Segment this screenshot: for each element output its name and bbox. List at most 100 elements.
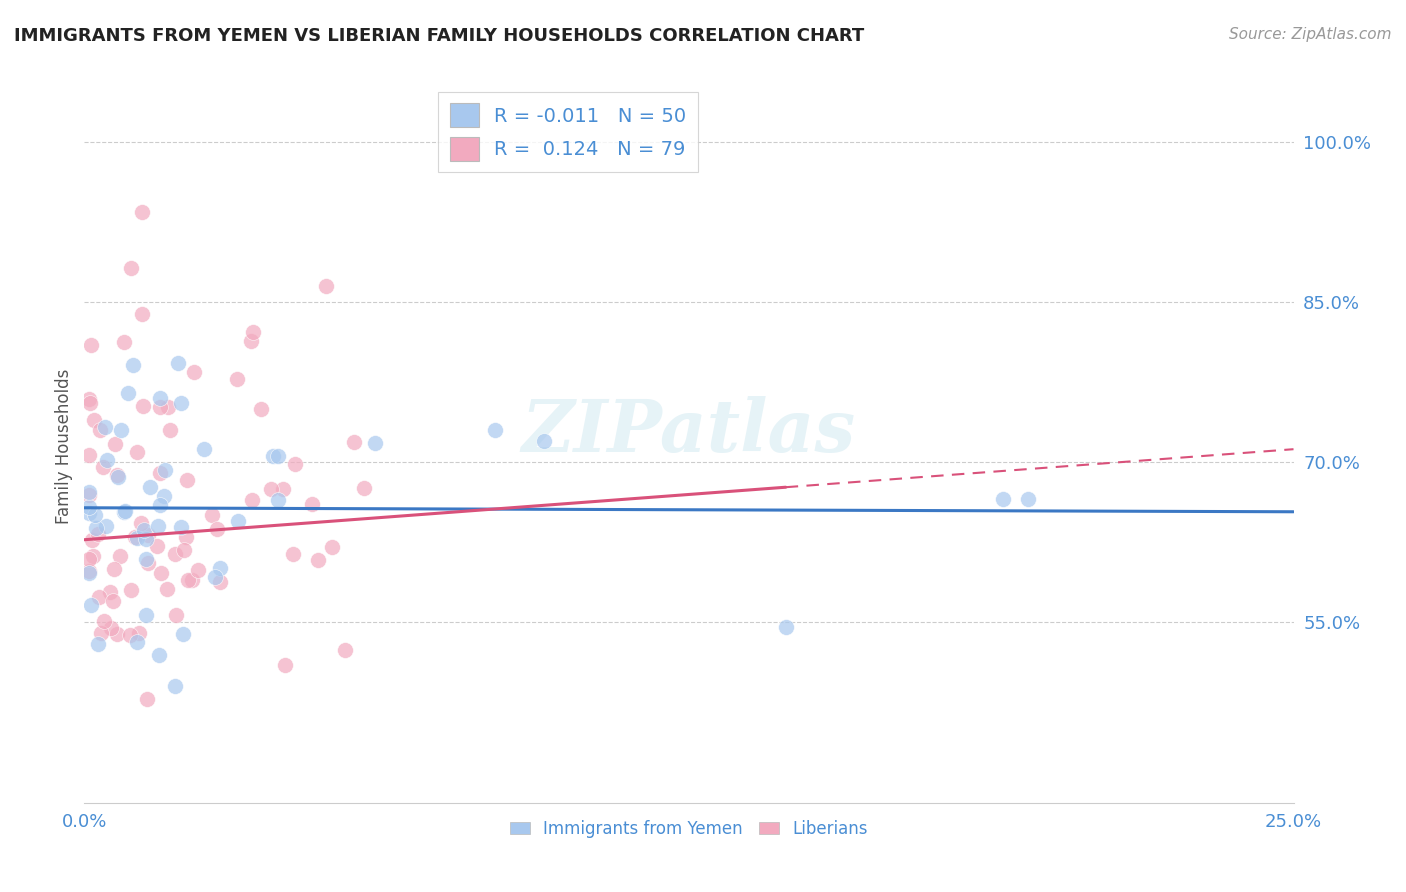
Point (205, 522, 228, 536)
Point (201, 508, 224, 522)
Point (101, 594, 124, 608)
Point (103, 562, 125, 576)
Point (128, 626, 150, 640)
Point (117, 386, 139, 401)
Point (173, 543, 195, 558)
Point (107, 470, 129, 484)
Point (193, 442, 215, 456)
Point (79, 396, 101, 410)
Point (267, 450, 290, 464)
Point (153, 489, 176, 503)
Point (156, 400, 179, 414)
Point (120, 261, 142, 276)
Point (82, 549, 104, 563)
Point (108, 549, 131, 564)
Point (131, 307, 153, 321)
Point (89, 423, 111, 437)
Point (80, 599, 103, 613)
Point (165, 679, 187, 693)
Point (204, 570, 226, 584)
Point (125, 445, 148, 459)
Point (135, 532, 157, 546)
Legend: Immigrants from Yemen, Liberians: Immigrants from Yemen, Liberians (503, 814, 875, 845)
Point (136, 692, 159, 706)
Point (86, 637, 108, 651)
Point (284, 458, 307, 472)
Point (90, 625, 112, 640)
Point (149, 566, 172, 581)
Point (139, 480, 162, 494)
Point (98, 584, 121, 599)
Point (149, 498, 172, 512)
Point (153, 463, 176, 477)
Point (132, 399, 155, 413)
Point (132, 523, 155, 537)
Point (94, 420, 117, 434)
Point (281, 547, 304, 561)
Point (110, 423, 132, 437)
Point (321, 540, 343, 554)
Point (122, 358, 145, 372)
Point (146, 519, 169, 533)
Point (249, 402, 271, 417)
Point (100, 621, 122, 635)
Point (174, 530, 197, 544)
Point (176, 473, 198, 487)
Point (267, 492, 290, 507)
Point (93, 614, 115, 628)
Point (225, 372, 247, 386)
Point (77, 552, 100, 566)
Point (77, 566, 100, 580)
Point (165, 607, 187, 622)
Point (176, 573, 198, 587)
Point (993, 492, 1015, 507)
Point (262, 449, 284, 463)
Point (170, 520, 193, 534)
Point (89, 590, 111, 604)
Point (149, 466, 172, 480)
Point (112, 505, 135, 519)
Point (242, 325, 264, 339)
Point (125, 531, 148, 545)
Point (183, 365, 205, 379)
Y-axis label: Family Households: Family Households (55, 368, 73, 524)
Point (149, 392, 172, 406)
Point (84, 508, 107, 523)
Point (307, 553, 329, 567)
Point (77, 564, 100, 578)
Point (131, 204, 153, 219)
Point (149, 400, 172, 414)
Point (120, 628, 142, 642)
Point (120, 582, 142, 597)
Point (77, 448, 100, 462)
Point (315, 279, 337, 293)
Point (208, 574, 231, 589)
Point (155, 582, 177, 597)
Point (187, 563, 209, 577)
Point (136, 528, 159, 542)
Point (240, 493, 263, 508)
Point (131, 516, 153, 530)
Point (125, 635, 148, 649)
Point (260, 482, 283, 496)
Point (167, 356, 190, 370)
Point (77, 506, 100, 520)
Point (80, 338, 103, 352)
Point (105, 467, 128, 482)
Point (484, 423, 506, 437)
Point (84, 521, 107, 535)
Point (135, 607, 157, 622)
Point (136, 556, 159, 570)
Point (274, 658, 297, 673)
Point (172, 627, 194, 641)
Point (82, 533, 104, 547)
Point (363, 436, 385, 450)
Text: Source: ZipAtlas.com: Source: ZipAtlas.com (1229, 27, 1392, 42)
Point (77, 392, 100, 407)
Point (333, 642, 356, 657)
Point (87, 527, 110, 541)
Point (1017, 492, 1039, 507)
Point (148, 648, 170, 662)
Point (209, 561, 232, 575)
Point (228, 514, 250, 528)
